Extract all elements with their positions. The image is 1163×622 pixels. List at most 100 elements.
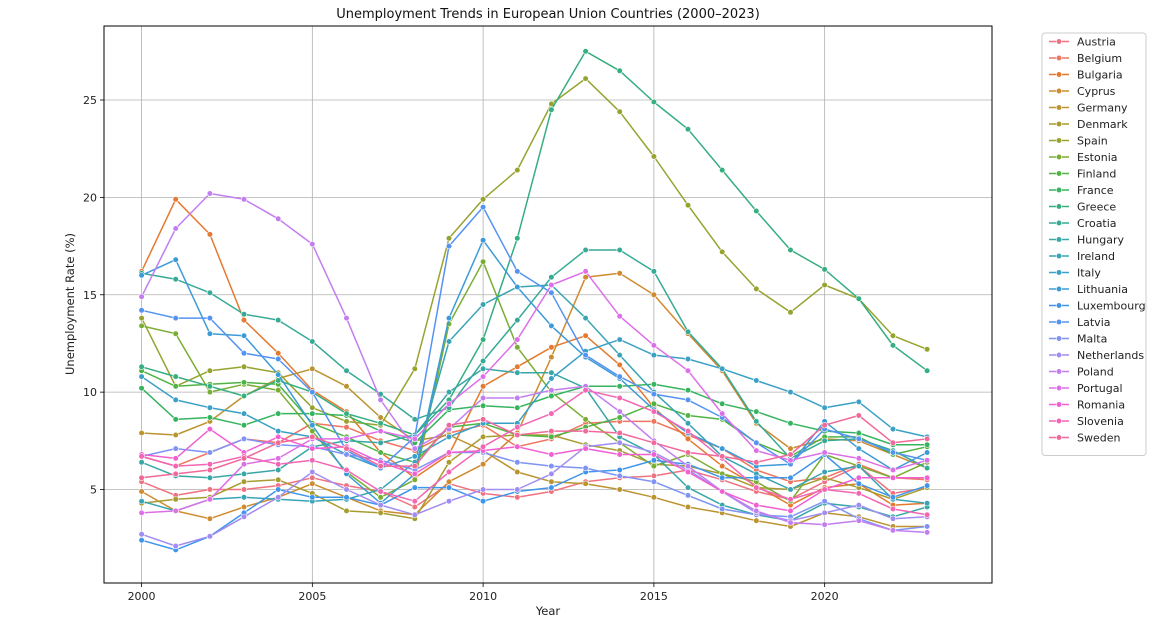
data-point [411, 498, 418, 505]
series-line-latvia [141, 206, 928, 469]
legend-label: Finland [1077, 168, 1116, 181]
data-point [343, 367, 350, 374]
data-point [240, 486, 248, 493]
data-point [172, 315, 179, 322]
data-point [684, 387, 692, 394]
data-point [206, 449, 213, 456]
series-line-belgium [141, 420, 928, 483]
x-tick-label: 2020 [811, 590, 839, 603]
data-point [411, 365, 418, 372]
data-point [206, 231, 213, 238]
data-point [548, 428, 555, 435]
data-point [855, 412, 862, 419]
data-point [855, 398, 862, 406]
data-point [240, 410, 248, 417]
data-point [445, 422, 453, 429]
data-point [172, 196, 179, 203]
data-point [411, 445, 418, 452]
data-point [719, 167, 726, 174]
data-point [582, 48, 589, 55]
legend-swatch-marker [1055, 351, 1063, 359]
data-point [582, 352, 589, 359]
data-point [240, 363, 248, 370]
data-point [889, 439, 897, 446]
data-point [753, 459, 760, 466]
data-point [445, 433, 453, 441]
series-line-spain [140, 77, 928, 426]
legend-swatch-marker [1055, 71, 1063, 78]
data-point [548, 410, 555, 417]
data-point [582, 445, 589, 452]
data-point [548, 354, 555, 361]
data-point [240, 422, 248, 429]
series-line-bulgaria [140, 198, 928, 506]
series-line-croatia [141, 249, 928, 469]
data-point [821, 468, 828, 476]
data-point [548, 463, 555, 470]
data-point [514, 167, 521, 174]
data-point [616, 246, 623, 254]
legend-label: Lithuania [1077, 283, 1128, 296]
data-point [719, 463, 726, 470]
data-point [719, 445, 726, 452]
data-point [275, 371, 282, 378]
data-point [650, 439, 658, 446]
series-lithuania [138, 237, 931, 507]
data-point [684, 355, 692, 363]
data-point [753, 502, 760, 509]
data-point [377, 439, 384, 446]
data-point [650, 153, 658, 160]
data-point [172, 470, 179, 478]
data-point [548, 274, 555, 281]
data-point [275, 494, 282, 501]
data-point [684, 328, 692, 335]
data-point [309, 241, 316, 248]
data-point [240, 392, 248, 400]
series-line-greece [141, 50, 928, 436]
data-point [275, 387, 282, 394]
data-point [514, 424, 521, 431]
data-point [206, 383, 213, 390]
data-point [343, 466, 350, 474]
data-point [514, 431, 521, 439]
data-point [548, 478, 555, 485]
data-point [548, 289, 555, 296]
data-point [480, 416, 487, 423]
data-point [172, 463, 179, 470]
series-cyprus [138, 270, 931, 522]
data-point [923, 435, 931, 443]
data-point [684, 412, 692, 419]
data-point [514, 443, 521, 450]
legend-label: Hungary [1077, 234, 1124, 247]
series-greece [138, 48, 931, 439]
data-point [343, 424, 350, 431]
data-point [172, 396, 179, 404]
legend-label: Germany [1077, 102, 1128, 115]
data-point [240, 461, 248, 468]
data-point [548, 392, 555, 400]
series-line-netherlands [141, 442, 928, 547]
data-point [616, 414, 623, 421]
data-point [889, 466, 897, 474]
data-point [582, 480, 589, 487]
legend-label: Austria [1077, 36, 1116, 49]
data-point [343, 494, 350, 501]
data-point [548, 387, 555, 394]
data-point [275, 476, 282, 483]
data-point [172, 373, 179, 380]
data-point [411, 511, 418, 518]
data-point [480, 402, 487, 409]
legend-label: Bulgaria [1077, 69, 1123, 82]
data-point [684, 492, 692, 499]
data-point [684, 420, 692, 427]
data-point [445, 459, 453, 466]
data-point [719, 410, 726, 417]
data-point [787, 474, 794, 481]
data-point [480, 301, 487, 308]
legend-swatch-marker [1055, 368, 1063, 375]
y-tick-label: 20 [83, 191, 97, 204]
legend-label: Poland [1077, 366, 1114, 379]
data-point [616, 451, 623, 458]
data-point [582, 246, 589, 254]
